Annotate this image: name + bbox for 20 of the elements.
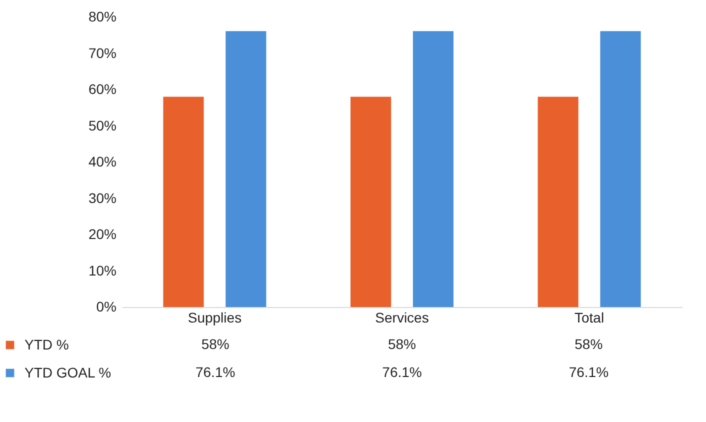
y-tick-label: 20% xyxy=(88,226,116,242)
data-label: 76.1% xyxy=(382,364,422,380)
data-label: 58% xyxy=(574,336,603,352)
y-tick-label: 10% xyxy=(88,262,116,278)
x-tick-label: Services xyxy=(375,310,429,326)
y-tick-label: 80% xyxy=(88,8,116,24)
data-label: 76.1% xyxy=(195,364,236,380)
legend-label: YTD GOAL % xyxy=(24,364,112,380)
data-label: 58% xyxy=(201,336,230,352)
y-tick-label: 40% xyxy=(88,154,116,170)
y-tick-label: 30% xyxy=(88,190,116,206)
data-label: 58% xyxy=(388,336,416,352)
x-tick-label: Supplies xyxy=(188,310,242,326)
y-tick-label: 60% xyxy=(88,81,116,97)
legend-label: YTD % xyxy=(24,336,69,352)
y-tick-label: 50% xyxy=(88,117,116,134)
y-tick-label: 0% xyxy=(96,298,116,314)
x-tick-label: Total xyxy=(574,310,604,326)
y-tick-label: 70% xyxy=(88,44,116,61)
data-label: 76.1% xyxy=(568,364,609,380)
